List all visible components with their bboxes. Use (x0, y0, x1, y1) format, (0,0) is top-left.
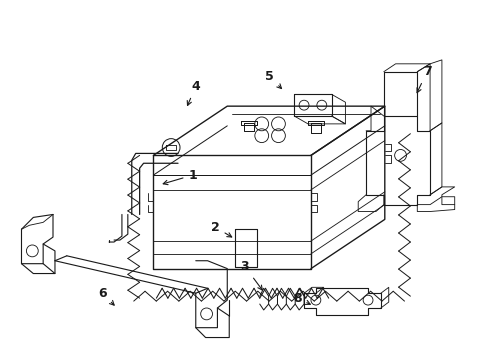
Text: 7: 7 (416, 65, 430, 93)
Text: 2: 2 (211, 221, 231, 237)
Text: 6: 6 (98, 287, 114, 305)
Text: 1: 1 (163, 168, 197, 185)
Text: 8: 8 (292, 292, 310, 305)
Text: 5: 5 (264, 70, 281, 89)
Text: 3: 3 (240, 260, 262, 290)
Text: 4: 4 (187, 80, 200, 105)
